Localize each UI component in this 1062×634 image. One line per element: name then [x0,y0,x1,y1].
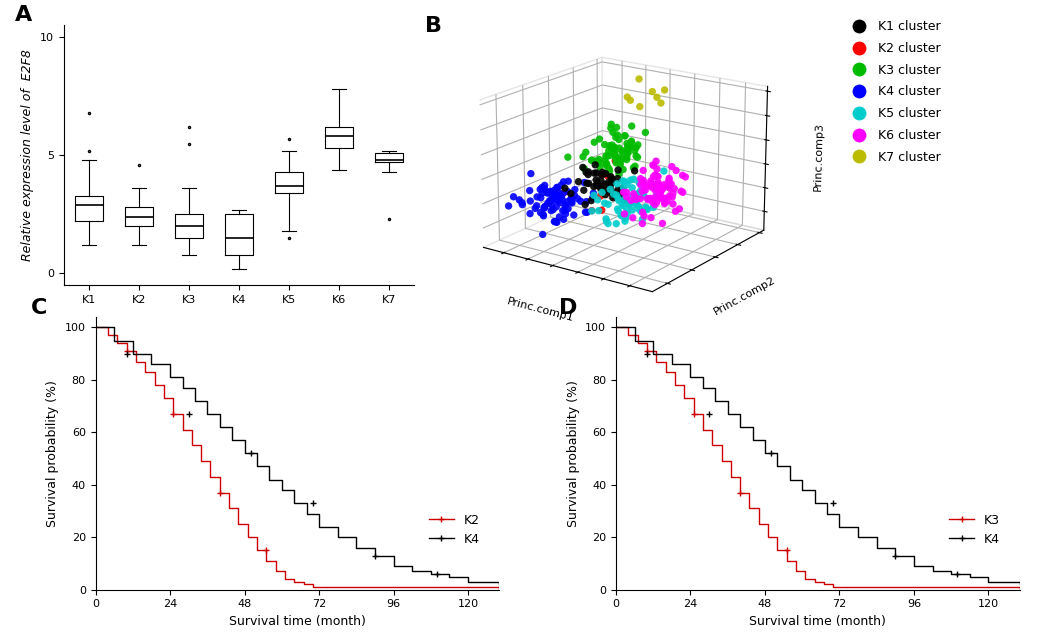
Y-axis label: Survival probability (%): Survival probability (%) [567,380,580,527]
Y-axis label: Princ.comp2: Princ.comp2 [712,275,777,317]
X-axis label: Princ.comp1: Princ.comp1 [506,297,576,323]
Text: B: B [425,16,442,36]
Legend: K2, K4: K2, K4 [424,508,485,551]
X-axis label: Survival time (month): Survival time (month) [750,615,886,628]
Text: C: C [31,298,48,318]
X-axis label: Survival time (month): Survival time (month) [229,615,365,628]
Text: D: D [560,298,578,318]
Legend: K3, K4: K3, K4 [944,508,1006,551]
Y-axis label: Survival probability (%): Survival probability (%) [47,380,59,527]
Text: A: A [15,4,32,25]
Legend: K1 cluster, K2 cluster, K3 cluster, K4 cluster, K5 cluster, K6 cluster, K7 clust: K1 cluster, K2 cluster, K3 cluster, K4 c… [845,19,942,165]
Y-axis label: Relative expression level of  E2F8: Relative expression level of E2F8 [21,49,34,261]
